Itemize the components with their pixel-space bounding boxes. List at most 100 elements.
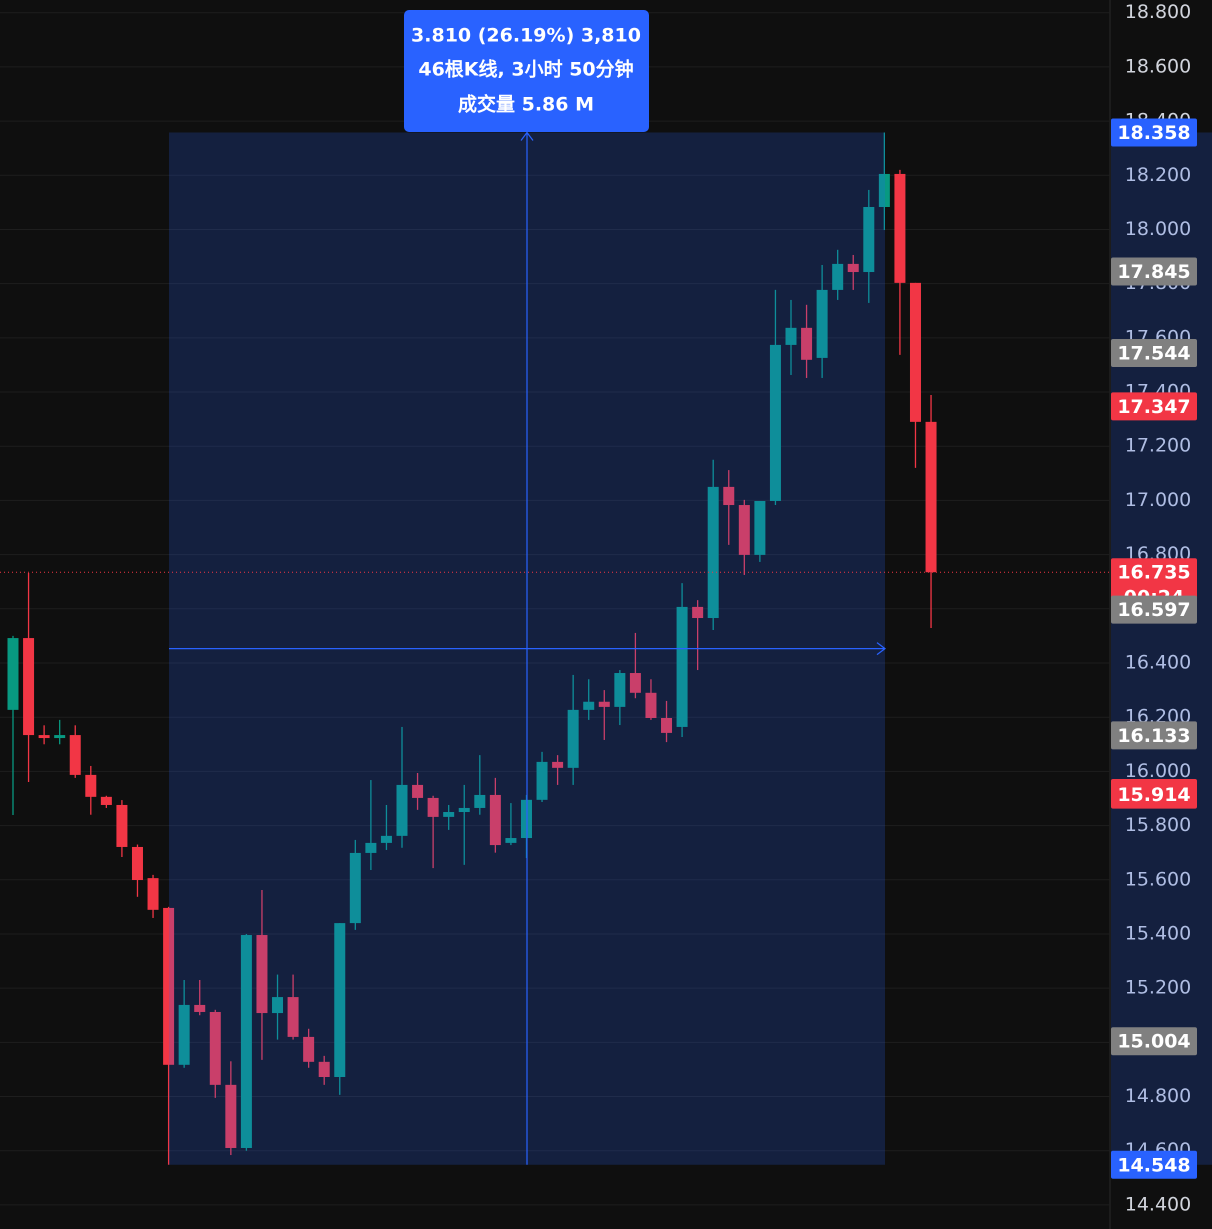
candle-body	[256, 935, 268, 1014]
y-tick-label: 15.800	[1125, 814, 1191, 836]
candle-body	[178, 1004, 190, 1065]
candle-body	[209, 1011, 221, 1085]
candle-body	[100, 796, 112, 805]
candle-body	[489, 794, 501, 846]
candle-body	[878, 173, 890, 208]
candle-body	[272, 997, 284, 1014]
candle-body	[692, 606, 704, 619]
price-badge	[1111, 1027, 1197, 1056]
price-badge-label: 16.735	[1117, 562, 1190, 584]
axis-range-highlight	[1111, 132, 1212, 1165]
y-tick-label: 14.800	[1125, 1085, 1191, 1107]
candle-body	[676, 606, 688, 727]
candle-body	[365, 842, 377, 853]
price-badge-label: 18.358	[1117, 122, 1190, 144]
price-badge	[1111, 780, 1197, 809]
candle-body	[847, 263, 859, 273]
candle-body	[536, 761, 548, 800]
y-tick-label: 14.400	[1125, 1193, 1191, 1215]
candle-body	[707, 486, 719, 619]
tooltip-volume: 成交量 5.86 M	[458, 93, 594, 116]
y-tick-label: 18.000	[1125, 218, 1191, 240]
candle-body	[925, 421, 937, 573]
candle-body	[552, 761, 564, 768]
tooltip-box	[404, 10, 649, 132]
candle-body	[116, 804, 128, 847]
candle-body	[23, 638, 35, 736]
candle-body	[801, 327, 813, 360]
price-badge-label: 17.544	[1117, 343, 1190, 365]
price-badge-label: 17.845	[1117, 261, 1190, 283]
candle-body	[769, 344, 781, 501]
candle-body	[816, 289, 828, 358]
candle-body	[427, 797, 439, 817]
candle-body	[894, 173, 906, 283]
y-tick-label: 15.200	[1125, 977, 1191, 999]
price-badge	[1111, 721, 1197, 750]
candle-body	[738, 505, 750, 555]
price-badge	[1111, 392, 1197, 421]
candle-body	[131, 846, 143, 881]
y-tick-label: 16.000	[1125, 760, 1191, 782]
candle-body	[85, 774, 97, 797]
y-tick-label: 17.000	[1125, 489, 1191, 511]
y-tick-label: 18.200	[1125, 164, 1191, 186]
measure-horizontal-arrow	[169, 642, 886, 656]
candle-body	[240, 935, 252, 1148]
y-tick-label: 18.800	[1125, 1, 1191, 23]
candle-body	[785, 327, 797, 345]
candle-body	[54, 735, 66, 739]
candle-body	[349, 852, 361, 924]
y-tick-label: 16.400	[1125, 651, 1191, 673]
candle-body	[458, 807, 470, 813]
measure-tooltip: 3.810 (26.19%) 3,810 46根K线, 3小时 50分钟 成交量…	[404, 10, 649, 132]
price-badge-label: 15.914	[1117, 784, 1190, 806]
candle-body	[474, 794, 486, 808]
tooltip-bars: 46根K线, 3小时 50分钟	[418, 58, 633, 81]
candle-body	[38, 735, 50, 739]
price-badge	[1111, 118, 1197, 147]
price-badge	[1111, 595, 1197, 624]
candle-body	[583, 701, 595, 710]
price-badge-label: 16.597	[1117, 599, 1190, 621]
price-badge-label: 16.133	[1117, 725, 1190, 747]
y-tick-label: 17.200	[1125, 435, 1191, 457]
candle-body	[396, 784, 408, 836]
candle-body	[614, 673, 626, 707]
price-badge	[1111, 257, 1197, 286]
y-tick-label: 18.600	[1125, 55, 1191, 77]
price-badge	[1111, 339, 1197, 368]
candle-body	[147, 878, 159, 910]
candle-body	[723, 486, 735, 506]
candle-body	[567, 709, 579, 768]
candle-body	[69, 735, 81, 775]
candle-body	[163, 907, 175, 1065]
candle-body	[832, 263, 844, 290]
price-badge-label: 14.548	[1117, 1154, 1190, 1176]
candle-body	[225, 1084, 237, 1148]
candle-body	[380, 835, 392, 843]
candle-body	[598, 701, 610, 707]
y-tick-label: 15.400	[1125, 922, 1191, 944]
candle-body	[194, 1004, 206, 1012]
candle-body	[863, 207, 875, 273]
candle-body	[334, 923, 346, 1078]
candle-body	[303, 1036, 315, 1062]
tooltip-change: 3.810 (26.19%) 3,810	[411, 25, 641, 47]
candle-body	[505, 838, 517, 843]
candle-body	[318, 1061, 330, 1078]
candle-body	[661, 718, 673, 733]
candle-body	[909, 282, 921, 422]
price-badge-label: 15.004	[1117, 1031, 1190, 1053]
candle-body	[754, 500, 766, 555]
candle-body	[629, 673, 641, 693]
candle-body	[412, 784, 424, 798]
price-badge	[1111, 1150, 1197, 1179]
price-badge-label: 17.347	[1117, 396, 1190, 418]
candle-body	[287, 997, 299, 1037]
candle-body	[645, 692, 657, 719]
candle-body	[443, 812, 455, 817]
